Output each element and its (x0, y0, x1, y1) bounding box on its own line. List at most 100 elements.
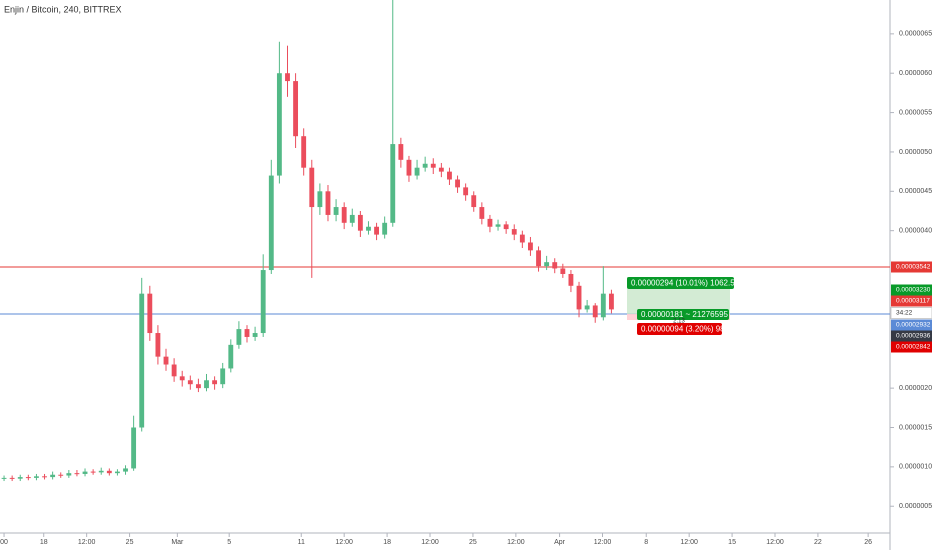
candle-body (568, 273, 574, 286)
candle-body (447, 171, 452, 180)
candle-body (600, 293, 606, 318)
candle-body (382, 222, 388, 235)
x-tick-label: 12:00 (680, 539, 698, 546)
candle-body (260, 270, 266, 334)
entry-label-bg (637, 309, 729, 320)
candle-body (236, 329, 242, 345)
candle-body (479, 207, 485, 219)
candle-body (325, 191, 331, 215)
candle-body (560, 268, 566, 274)
x-tick-label: Apr (554, 539, 566, 546)
price-badge: 0.00002936 (896, 333, 931, 340)
price-badge-bg (891, 261, 932, 273)
x-tick-label: 25 (469, 539, 477, 546)
candle-body (147, 293, 153, 334)
x-tick-label: 00 (0, 539, 8, 546)
candle-body (374, 226, 379, 235)
candle-body (123, 468, 128, 472)
candle-body (106, 470, 112, 474)
candle-body (309, 167, 315, 208)
price-badge: 0.00003117 (896, 298, 930, 305)
candle-body (398, 144, 404, 160)
candle-body (50, 474, 56, 478)
candle-body (333, 207, 339, 215)
price-badge-bg (891, 341, 932, 353)
candle-body (519, 234, 525, 243)
candle-body (42, 476, 47, 478)
candle-body (576, 285, 582, 310)
candle-body (357, 214, 363, 231)
price-badge-bg (891, 330, 932, 342)
x-tick-label: 5 (227, 539, 231, 546)
candle-body (285, 73, 290, 82)
price-badge: 0.00003542 (896, 264, 931, 271)
candle-body (114, 471, 120, 474)
candle-body (552, 262, 558, 269)
candle-body (276, 73, 282, 176)
candle-body (317, 191, 323, 208)
candle-body (422, 163, 428, 168)
candle-body (430, 163, 436, 168)
x-tick-label: 18 (40, 539, 48, 546)
price-badge-bg (891, 295, 932, 307)
candle-body (438, 167, 444, 172)
candle-body (163, 356, 169, 365)
candle-body (487, 218, 493, 227)
chart-title: Enjin / Bitcoin, 240, BITTREX (4, 4, 122, 14)
candle-body (503, 224, 509, 230)
candle-body (82, 471, 88, 474)
candle-body (204, 380, 209, 389)
price-badge-bg (891, 319, 932, 331)
x-tick-label: 18 (383, 539, 391, 546)
x-tick-label: 12:00 (335, 539, 353, 546)
x-tick-label: 12:00 (766, 539, 784, 546)
stop-label-bg (637, 323, 722, 335)
candle-body (406, 159, 412, 176)
x-tick-label: 15 (728, 539, 736, 546)
candle-body (139, 293, 145, 428)
candle-body (390, 144, 396, 223)
target-label: 0.00000294 (10.01%) 1062.55 (631, 279, 740, 288)
candle-body (592, 305, 598, 318)
candle-body (495, 224, 501, 227)
candle-body (414, 167, 420, 176)
stop-label: 0.00000094 (3.20%) 980 (641, 325, 730, 334)
candle-body (17, 477, 23, 479)
candle-body (268, 175, 274, 271)
x-tick-label: 22 (814, 539, 822, 546)
x-tick-label: 12:00 (594, 539, 612, 546)
candle-body (544, 262, 550, 267)
candle-body (536, 250, 541, 267)
candle-body (341, 207, 347, 223)
plot (1, 0, 614, 482)
candle-body (74, 473, 80, 475)
candle-body (171, 364, 177, 377)
candle-body (471, 195, 477, 208)
price-badge: 0.00002932 (896, 322, 931, 329)
candle-body (301, 136, 307, 168)
x-tick-label: 26 (864, 539, 872, 546)
candle-body (90, 471, 96, 473)
candle-body (58, 474, 64, 476)
candle-body (66, 473, 72, 476)
entry-label: 0.00000181 ~ 21276595 (641, 310, 729, 319)
price-badge: 0.00002842 (896, 344, 931, 351)
candle-body (293, 81, 299, 137)
ratio-label: 2.13 (673, 319, 685, 325)
candle-body (98, 470, 104, 473)
x-tick-label: 12:00 (78, 539, 96, 546)
candle-body (366, 226, 371, 231)
candle-body (131, 427, 137, 469)
candle-body (212, 380, 218, 385)
